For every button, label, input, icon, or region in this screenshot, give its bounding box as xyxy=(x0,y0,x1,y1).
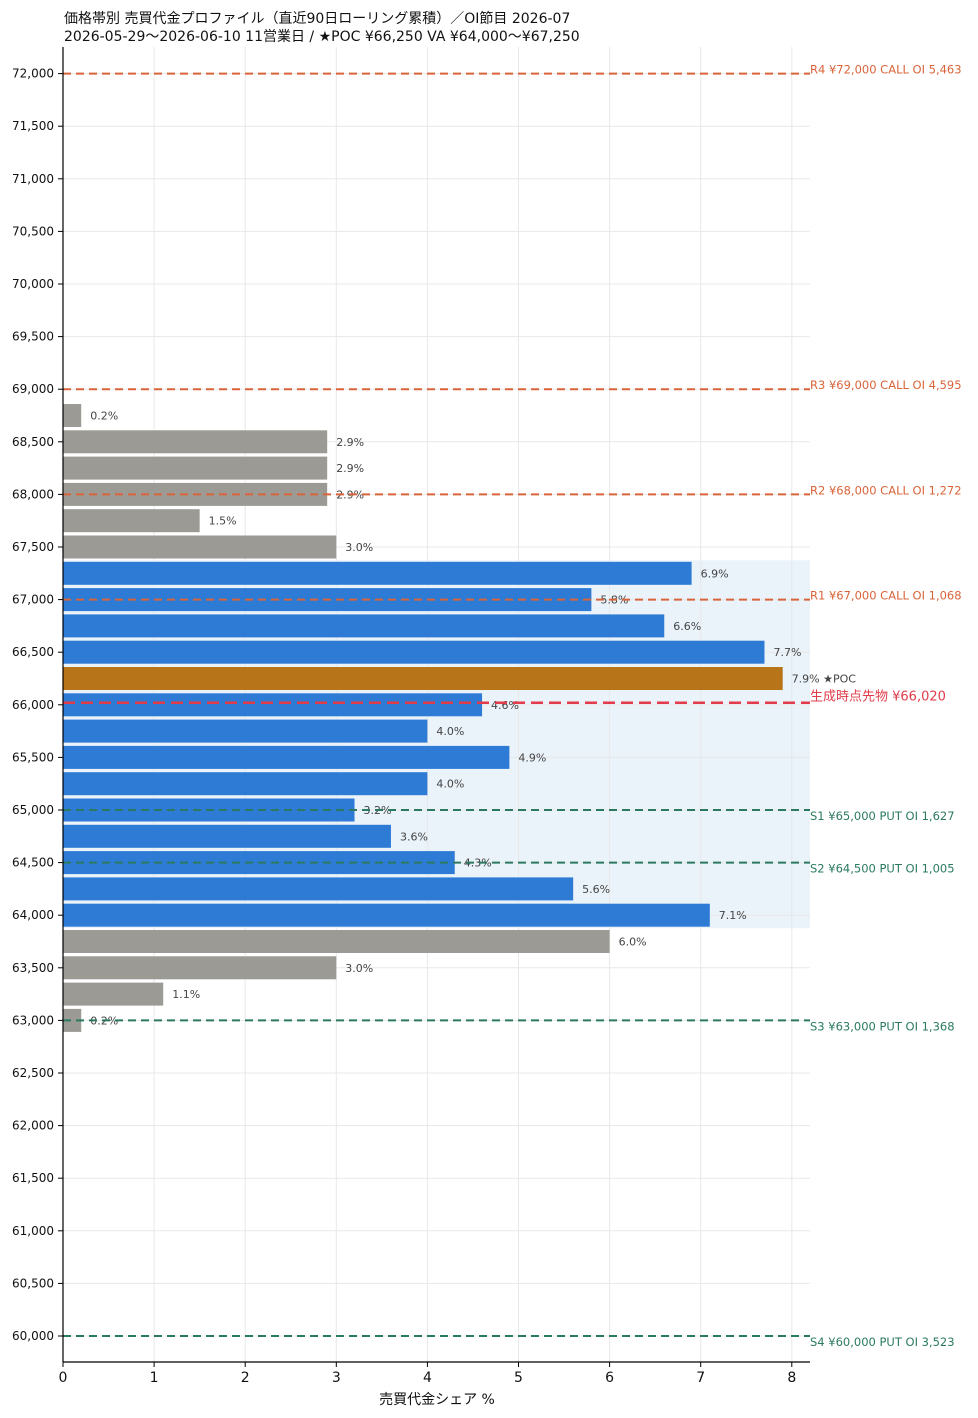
support-level-label: S3 ¥63,000 PUT OI 1,368 xyxy=(810,1019,955,1033)
bar-value-label: 6.9% xyxy=(701,567,729,580)
x-tick-label: 8 xyxy=(787,1370,796,1386)
profile-bar xyxy=(63,956,337,980)
profile-bar xyxy=(63,640,765,664)
bar-value-label: 2.9% xyxy=(336,436,364,449)
resistance-level-label: R1 ¥67,000 CALL OI 1,068 xyxy=(810,589,962,603)
y-tick-label: 60,000 xyxy=(12,1329,54,1343)
bar-value-label: 4.3% xyxy=(464,857,492,870)
resistance-level-label: R3 ¥69,000 CALL OI 4,595 xyxy=(810,378,962,392)
y-tick-label: 68,500 xyxy=(12,435,54,449)
profile-bar xyxy=(63,772,428,796)
bar-value-label: 7.7% xyxy=(773,646,801,659)
y-tick-label: 70,500 xyxy=(12,224,54,238)
y-tick-label: 70,000 xyxy=(12,277,54,291)
profile-bar xyxy=(63,404,82,427)
profile-bar xyxy=(63,693,483,717)
bar-value-label: 6.6% xyxy=(673,620,701,633)
bar-value-label: 4.6% xyxy=(491,699,519,712)
current-price-label: 生成時点先物 ¥66,020 xyxy=(810,690,946,705)
axes-group: 0 1 2 3 4 5 6 7 8 60,000 60,500 61,000 61,500 62,000 6… xyxy=(12,47,810,1386)
bar-value-label: 1.1% xyxy=(172,988,200,1001)
bar-value-label: 4.0% xyxy=(436,725,464,738)
bar-value-label: 7.9% ★POC xyxy=(792,673,857,686)
y-tick-label: 65,000 xyxy=(12,803,54,817)
x-tick-label: 5 xyxy=(514,1370,523,1386)
profile-bar xyxy=(63,535,337,559)
x-tick-label: 4 xyxy=(423,1370,432,1386)
y-tick-label: 63,500 xyxy=(12,961,54,975)
profile-bar xyxy=(63,877,574,901)
profile-bar xyxy=(63,745,510,769)
profile-bar xyxy=(63,719,428,743)
profile-bar xyxy=(63,456,328,480)
chart-title: 価格帯別 売買代金プロファイル（直近90日ローリング累積）／OI節目 2026-… xyxy=(64,11,571,27)
y-tick-label: 66,000 xyxy=(12,698,54,712)
y-tick-label: 62,500 xyxy=(12,1066,54,1080)
x-tick-label: 3 xyxy=(332,1370,341,1386)
profile-bar xyxy=(63,982,164,1006)
profile-bar xyxy=(63,509,200,533)
bar-value-label: 2.9% xyxy=(336,462,364,475)
bars-group xyxy=(63,404,783,1032)
profile-bar xyxy=(63,561,692,585)
x-axis-label: 売買代金シェア % xyxy=(379,1392,495,1408)
x-tick-label: 0 xyxy=(59,1370,68,1386)
oi-levels-group: R4 ¥72,000 CALL OI 5,463 R3 ¥69,000 CALL … xyxy=(63,63,962,1349)
chart-subtitle: 2026-05-29〜2026-06-10 11営業日 / ★POC ¥66,2… xyxy=(64,29,580,45)
bar-value-label: 3.0% xyxy=(345,541,373,554)
resistance-level-label: R4 ¥72,000 CALL OI 5,463 xyxy=(810,63,962,77)
x-tick-label: 6 xyxy=(605,1370,614,1386)
y-tick-label: 67,500 xyxy=(12,540,54,554)
y-tick-label: 69,000 xyxy=(12,382,54,396)
profile-bar xyxy=(63,1008,82,1032)
bar-value-label: 0.2% xyxy=(90,410,118,423)
bar-value-label: 7.1% xyxy=(719,909,747,922)
bar-value-label: 1.5% xyxy=(209,515,237,528)
y-tick-label: 63,000 xyxy=(12,1013,54,1027)
resistance-level-label: R2 ¥68,000 CALL OI 1,272 xyxy=(810,483,962,497)
bar-value-label: 4.0% xyxy=(436,778,464,791)
profile-bar xyxy=(63,824,391,848)
y-tick-label: 69,500 xyxy=(12,330,54,344)
bar-value-label: 3.0% xyxy=(345,962,373,975)
y-tick-label: 71,500 xyxy=(12,119,54,133)
y-tick-label: 66,500 xyxy=(12,645,54,659)
bar-value-label: 4.9% xyxy=(518,751,546,764)
profile-bar xyxy=(63,903,710,927)
poc-bar xyxy=(63,667,783,690)
y-tick-label: 61,500 xyxy=(12,1171,54,1185)
bar-value-label: 3.6% xyxy=(400,830,428,843)
y-tick-label: 71,000 xyxy=(12,172,54,186)
y-tick-label: 64,500 xyxy=(12,856,54,870)
support-level-label: S2 ¥64,500 PUT OI 1,005 xyxy=(810,862,955,876)
y-tick-label: 60,500 xyxy=(12,1276,54,1290)
x-tick-label: 7 xyxy=(696,1370,705,1386)
y-tick-label: 67,000 xyxy=(12,593,54,607)
profile-bar xyxy=(63,430,328,454)
y-tick-label: 61,000 xyxy=(12,1224,54,1238)
y-tick-label: 68,000 xyxy=(12,487,54,501)
bar-value-label: 5.6% xyxy=(582,883,610,896)
support-level-label: S1 ¥65,000 PUT OI 1,627 xyxy=(810,809,955,823)
x-tick-label: 2 xyxy=(241,1370,250,1386)
x-tick-label: 1 xyxy=(150,1370,159,1386)
bar-labels-group: 0.2%2.9%2.9%2.9%1.5%3.0%6.9%5.8%6.6%7.7%… xyxy=(90,410,856,1028)
support-level-label: S4 ¥60,000 PUT OI 3,523 xyxy=(810,1335,955,1349)
profile-bar xyxy=(63,614,665,638)
y-tick-label: 64,000 xyxy=(12,908,54,922)
y-tick-label: 65,500 xyxy=(12,750,54,764)
bar-value-label: 6.0% xyxy=(619,936,647,949)
y-tick-label: 62,000 xyxy=(12,1119,54,1133)
profile-bar xyxy=(63,930,610,953)
y-tick-label: 72,000 xyxy=(12,67,54,81)
